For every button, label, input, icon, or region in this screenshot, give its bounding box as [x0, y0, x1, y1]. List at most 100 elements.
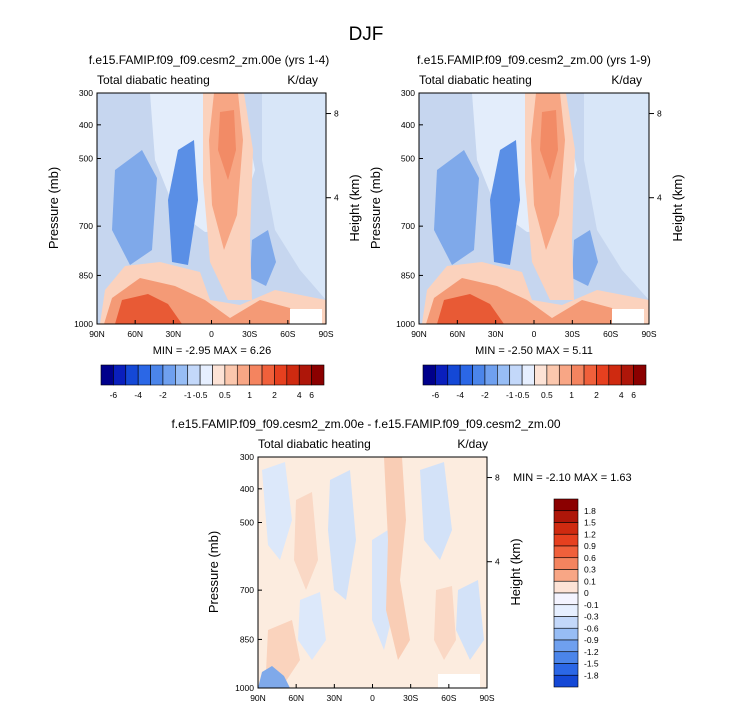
y-tick-label: 400 [401, 120, 415, 130]
panel-3-region-salmon-a [384, 457, 410, 660]
panel-2-title: f.e15.FAMIP.f09_f09.cesm2_zm.00 (yrs 1-9… [417, 53, 651, 67]
panel-1-region-blue-left [112, 150, 157, 265]
panel-1: f.e15.FAMIP.f09_f09.cesm2_zm.00e (yrs 1-… [46, 53, 362, 400]
panel-2-ylabel: Pressure (mb) [368, 167, 383, 249]
colorbar-label: 1 [247, 390, 252, 400]
colorbar-box [553, 569, 579, 582]
panel-3-axis-ticks: 90N 60N 30N 0 30S 60S 90S 300 400 500 700 850 1000 8 4 [235, 452, 500, 703]
colorbar-box [459, 364, 473, 386]
y-tick-label: 1000 [74, 319, 93, 329]
colorbar-box [137, 364, 151, 386]
colorbar-box [175, 364, 189, 386]
colorbar-box [113, 364, 127, 386]
panel-3-field [258, 457, 484, 688]
x-tick-label: 30N [327, 693, 343, 703]
x-tick-label: 60S [603, 329, 618, 339]
colorbar-label: 0.5 [541, 390, 553, 400]
y-tick-label: 400 [240, 484, 254, 494]
colorbar-box [484, 364, 498, 386]
panel-2-right-label: K/day [611, 73, 642, 87]
colorbar-label: -1.2 [584, 647, 599, 657]
y-right-tick-label: 4 [657, 193, 662, 203]
panel-3-region-light-blue-b [328, 470, 356, 600]
colorbar-box [553, 533, 579, 547]
colorbar-box [553, 674, 579, 688]
panel-1-colorbar: -6 -4 -2 -1 -0.5 0.5 1 2 4 6 [100, 364, 325, 400]
x-tick-label: 90S [641, 329, 656, 339]
colorbar-label: -0.9 [584, 635, 599, 645]
colorbar-box [633, 364, 647, 386]
y-right-tick-label: 4 [334, 193, 339, 203]
panel-3-region-salmon-d [434, 586, 456, 660]
y-right-tick-label: 8 [334, 109, 339, 119]
colorbar-label: -1.5 [584, 659, 599, 669]
y-tick-label: 1000 [235, 683, 254, 693]
panel-2-axis-ticks: 90N 60N 30N 0 30S 60S 90S 300 400 500 700 850 1000 8 4 [396, 88, 662, 339]
y-tick-label: 300 [240, 452, 254, 462]
y-tick-label: 700 [401, 221, 415, 231]
colorbar-box [553, 522, 579, 535]
y-tick-label: 850 [401, 270, 415, 280]
colorbar-label: 1.2 [584, 529, 596, 539]
x-tick-label: 0 [209, 329, 214, 339]
colorbar-box [620, 364, 634, 386]
y-tick-label: 500 [79, 154, 93, 164]
colorbar-box [249, 364, 263, 386]
colorbar-label: 0.5 [219, 390, 231, 400]
panel-2-region-red-low [437, 294, 504, 324]
y-right-tick-label: 4 [495, 557, 500, 567]
x-tick-label: 0 [532, 329, 537, 339]
panel-1-ylabel-right: Height (km) [347, 174, 362, 241]
panel-3-ylabel-right: Height (km) [508, 538, 523, 605]
x-tick-label: 60N [127, 329, 143, 339]
y-tick-label: 500 [240, 518, 254, 528]
colorbar-label: -6 [432, 390, 440, 400]
colorbar-label: 1.5 [584, 518, 596, 528]
colorbar-label: 1 [569, 390, 574, 400]
colorbar-label: -0.5 [515, 390, 530, 400]
colorbar-label: -0.6 [584, 623, 599, 633]
panel-2: f.e15.FAMIP.f09_f09.cesm2_zm.00 (yrs 1-9… [368, 53, 685, 400]
panel-3-region-blue-bottom [258, 666, 290, 688]
panel-1-ylabel: Pressure (mb) [46, 167, 61, 249]
x-tick-label: 0 [370, 693, 375, 703]
figure-title: DJF [349, 24, 384, 45]
colorbar-box [553, 545, 579, 559]
x-tick-label: 60N [450, 329, 466, 339]
colorbar-box [571, 364, 585, 386]
colorbar-label: 4 [619, 390, 624, 400]
panel-1-field [100, 93, 326, 324]
x-tick-label: 30S [242, 329, 257, 339]
y-tick-label: 850 [79, 270, 93, 280]
colorbar-label: -2 [159, 390, 167, 400]
colorbar-box [150, 364, 164, 386]
x-tick-label: 90N [411, 329, 427, 339]
colorbar-label: 0 [584, 588, 589, 598]
colorbar-label: 2 [272, 390, 277, 400]
panel-3-right-label: K/day [457, 437, 488, 451]
x-tick-label: 90S [479, 693, 494, 703]
colorbar-label: -0.5 [193, 390, 208, 400]
y-tick-label: 1000 [396, 319, 415, 329]
panel-1-region-blue-core [168, 140, 198, 265]
panel-3-region-light-blue-f [298, 592, 326, 660]
colorbar-box [608, 364, 622, 386]
panel-3-region-salmon-b [294, 492, 318, 590]
colorbar-box [583, 364, 597, 386]
colorbar-label: 0.9 [584, 541, 596, 551]
colorbar-box [553, 510, 579, 523]
x-tick-label: 30S [403, 693, 418, 703]
colorbar-box [553, 616, 579, 629]
colorbar-box [553, 663, 579, 676]
colorbar-box [553, 651, 579, 664]
panel-1-region-missing [290, 309, 322, 324]
colorbar-box [187, 364, 201, 386]
colorbar-box [286, 364, 300, 386]
colorbar-label: 4 [297, 390, 302, 400]
colorbar-box [472, 364, 486, 386]
colorbar-box [558, 364, 572, 386]
panel-2-region-blue-right [572, 230, 598, 286]
panel-2-region-blue-left [434, 150, 479, 265]
colorbar-label: -1 [184, 390, 192, 400]
